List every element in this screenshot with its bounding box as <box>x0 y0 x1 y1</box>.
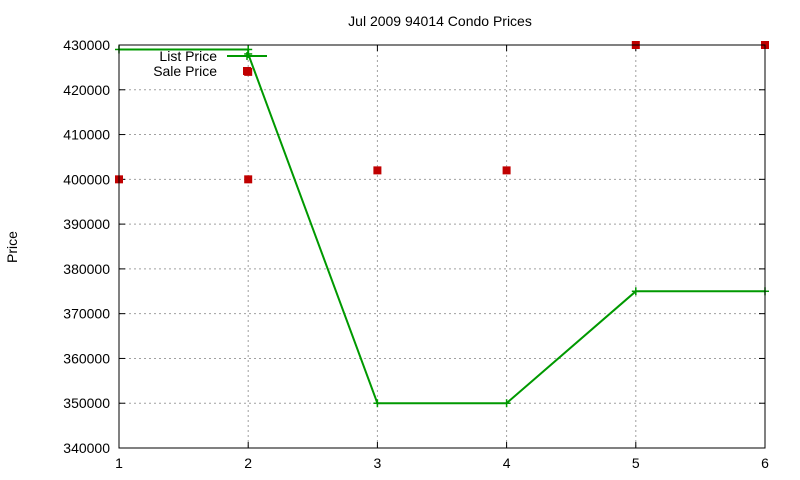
x-tick-label: 3 <box>374 455 382 471</box>
y-tick-label: 420000 <box>63 82 110 98</box>
legend-sample-list-price <box>227 52 267 60</box>
y-tick-label: 350000 <box>63 395 110 411</box>
list-price-line <box>119 48 765 405</box>
list-price-point <box>631 287 640 296</box>
x-tick-label: 2 <box>244 455 252 471</box>
y-tick-label: 360000 <box>63 350 110 366</box>
tick-layer: 340000 350000 360000 370000 380000 390000 4000… <box>63 37 769 471</box>
y-tick-label: 430000 <box>63 37 110 53</box>
legend-plus-marker <box>243 52 251 60</box>
y-tick-label: 390000 <box>63 216 110 232</box>
sale-price-point <box>373 166 382 175</box>
x-tick-label: 6 <box>761 455 769 471</box>
x-tick-label: 1 <box>115 455 123 471</box>
legend-label-list-price: List Price <box>159 48 217 64</box>
y-tick-label: 400000 <box>63 171 110 187</box>
sale-price-point <box>502 166 511 175</box>
legend: List Price Sale Price <box>153 48 267 79</box>
y-tick-label: 340000 <box>63 440 110 456</box>
y-axis-title: Price <box>4 231 20 263</box>
legend-sample-sale-price <box>243 67 251 75</box>
y-tick-label: 410000 <box>63 127 110 143</box>
x-tick-label: 4 <box>503 455 511 471</box>
list-price-point <box>502 399 511 408</box>
grid-layer <box>119 45 765 448</box>
y-tick-label: 370000 <box>63 306 110 322</box>
list-price-point <box>373 399 382 408</box>
y-tick-label: 380000 <box>63 261 110 277</box>
legend-square-marker <box>243 67 251 75</box>
x-tick-label: 5 <box>632 455 640 471</box>
sale-price-point <box>244 175 253 184</box>
legend-label-sale-price: Sale Price <box>153 63 217 79</box>
plot-frame <box>118 44 766 449</box>
chart-title: Jul 2009 94014 Condo Prices <box>348 13 532 29</box>
